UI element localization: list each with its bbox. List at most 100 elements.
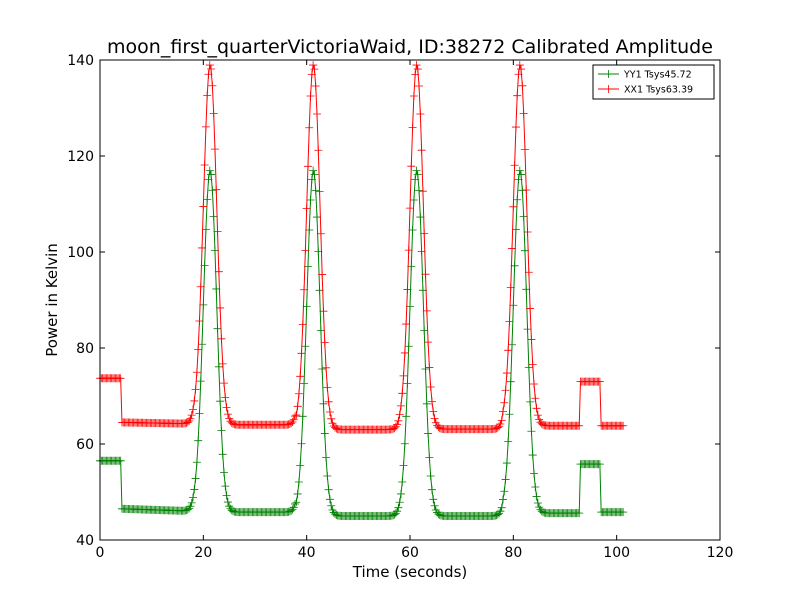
data-point [198, 243, 207, 252]
x-tick-label: 40 [298, 545, 316, 561]
data-point [194, 345, 203, 354]
data-point [327, 501, 336, 510]
data-point [222, 491, 231, 500]
data-point [187, 498, 196, 507]
data-point [201, 122, 210, 131]
data-point [519, 212, 528, 221]
data-point [398, 389, 407, 398]
data-point [416, 109, 425, 118]
data-point [522, 285, 531, 294]
data-point [422, 306, 431, 315]
data-point [189, 405, 197, 414]
data-point [522, 186, 531, 195]
data-point [391, 422, 400, 431]
data-point [517, 170, 526, 179]
data-point [413, 170, 422, 179]
data-point [528, 451, 537, 460]
data-point [327, 414, 336, 423]
data-point [497, 503, 506, 512]
data-point [417, 146, 426, 155]
data-point [400, 439, 409, 448]
x-tick-label: 20 [194, 545, 212, 561]
data-point [499, 495, 507, 504]
data-point [322, 453, 331, 462]
data-point [323, 472, 332, 481]
data-point [311, 186, 320, 195]
data-point [293, 489, 302, 498]
data-point [221, 482, 230, 491]
ticks-layer: 0 20 40 60 80 100 120 40 60 80 100 120 140 [67, 53, 733, 561]
data-point [294, 389, 303, 398]
data-point [533, 498, 542, 507]
data-point [393, 507, 402, 516]
data-point [302, 204, 311, 213]
data-point [500, 487, 509, 496]
data-point [513, 91, 522, 100]
data-point [426, 382, 435, 391]
data-point [404, 246, 413, 255]
data-point [510, 161, 519, 170]
data-point [322, 363, 331, 372]
data-point [523, 325, 532, 334]
data-point [223, 498, 232, 507]
data-point [192, 458, 201, 467]
data-point [504, 437, 513, 446]
data-point [301, 342, 310, 351]
data-point [195, 409, 204, 418]
data-point [415, 186, 424, 195]
data-point [399, 461, 408, 470]
data-point [412, 61, 421, 70]
data-point [196, 377, 205, 386]
data-point [325, 495, 334, 504]
data-point [288, 417, 297, 426]
x-tick-label: 100 [603, 545, 630, 561]
data-point [528, 360, 537, 369]
data-point [430, 414, 439, 423]
data-point [221, 393, 230, 402]
data-point [509, 301, 518, 310]
data-point [501, 386, 510, 395]
data-point [300, 379, 309, 388]
data-point [424, 338, 433, 347]
data-point [191, 474, 200, 483]
y-tick-label: 140 [67, 53, 94, 69]
legend: YY1 Tsys45.72 XX1 Tsys63.39 [592, 64, 715, 100]
series-layer [96, 61, 628, 520]
data-point [320, 429, 329, 438]
data-point [502, 459, 511, 468]
data-point [508, 340, 517, 349]
data-point [526, 304, 535, 313]
data-point [421, 365, 430, 374]
data-point [402, 320, 411, 329]
data-point [399, 371, 408, 380]
data-point [307, 175, 316, 184]
data-point [406, 302, 414, 311]
data-point [205, 61, 214, 70]
data-point [203, 195, 212, 204]
data-point [595, 460, 604, 469]
data-point [309, 61, 318, 70]
data-point [306, 92, 315, 101]
data-point [292, 411, 301, 420]
data-point [402, 412, 411, 421]
data-point [220, 468, 228, 477]
data-point [302, 302, 311, 311]
data-point [319, 307, 328, 316]
data-point [513, 195, 522, 204]
data-point [515, 61, 524, 70]
data-point [318, 270, 327, 279]
data-point [514, 175, 523, 184]
data-point [506, 377, 515, 386]
data-point [186, 414, 195, 423]
data-point [216, 303, 225, 312]
data-point [223, 410, 232, 419]
x-tick-label: 60 [401, 545, 419, 561]
data-point [398, 478, 407, 487]
data-point [207, 65, 216, 74]
data-point [199, 300, 208, 309]
legend-box [592, 64, 715, 100]
data-point [305, 123, 314, 132]
data-point [408, 123, 417, 132]
data-point [509, 202, 518, 211]
